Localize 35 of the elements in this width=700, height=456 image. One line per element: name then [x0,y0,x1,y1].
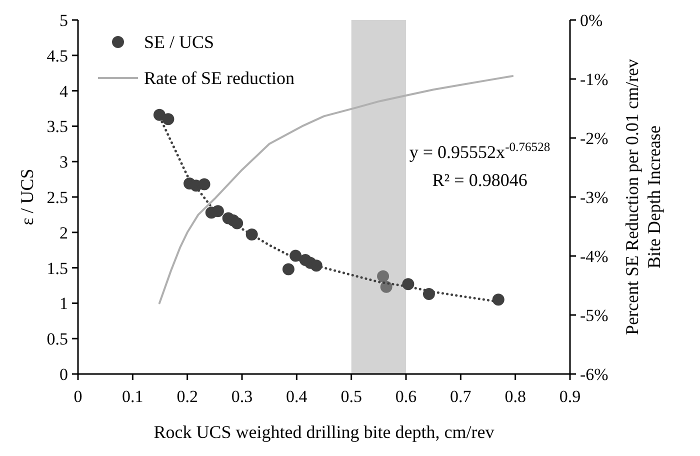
x-tick-label: 0.7 [450,387,472,406]
y2-axis-title: Percent SE Reduction per 0.01 cm/rev Bite Depth Increase [622,59,664,335]
x-tick-label: 0 [74,387,82,406]
x-axis-title: Rock UCS weighted drilling bite depth, cm/rev [154,422,494,442]
y-tick-label: 0.5 [46,330,68,349]
y2-tick-label: -3% [580,188,608,207]
y-tick-label: 2 [60,223,68,242]
y2-tick-label: -5% [580,306,608,325]
annotation: y = 0.95552x$^{-0.76528}$ [409,140,550,162]
y-tick-label: 3.5 [46,117,68,136]
x-tick-label: 0.3 [231,387,253,406]
y-tick-label: 1.5 [46,258,68,278]
x-tick-label: 0.6 [395,387,417,406]
x-tick-label: 0.4 [286,387,308,406]
y2-tick-label: -2% [580,129,608,148]
y-tick-label: 2.5 [46,188,68,207]
x-tick-label: 0.9 [559,387,581,406]
x-tick-label: 0.1 [122,387,144,406]
x-tick-label: 0.5 [340,387,362,406]
annotation: R² = 0.98046 [432,170,528,190]
y-tick-label: 5 [60,11,68,30]
y2-tick-label: -1% [580,70,608,89]
y-axis-title: ε / UCS [17,168,37,226]
y-tick-label: 0 [60,365,68,384]
x-tick-label: 0.8 [504,387,526,406]
y-tick-label: 1 [60,294,68,314]
y-tick-label: 4.5 [46,46,68,66]
y2-tick-label: 0% [580,11,603,30]
y2-tick-label: -4% [580,247,608,266]
legend-label: Rate of SE reduction [144,68,294,88]
y2-tick-label: -6% [580,365,608,384]
legend-label: SE / UCS [144,32,214,52]
x-tick-label: 0.2 [176,387,198,406]
y-tick-label: 3 [60,152,68,172]
y-tick-label: 4 [60,82,68,101]
